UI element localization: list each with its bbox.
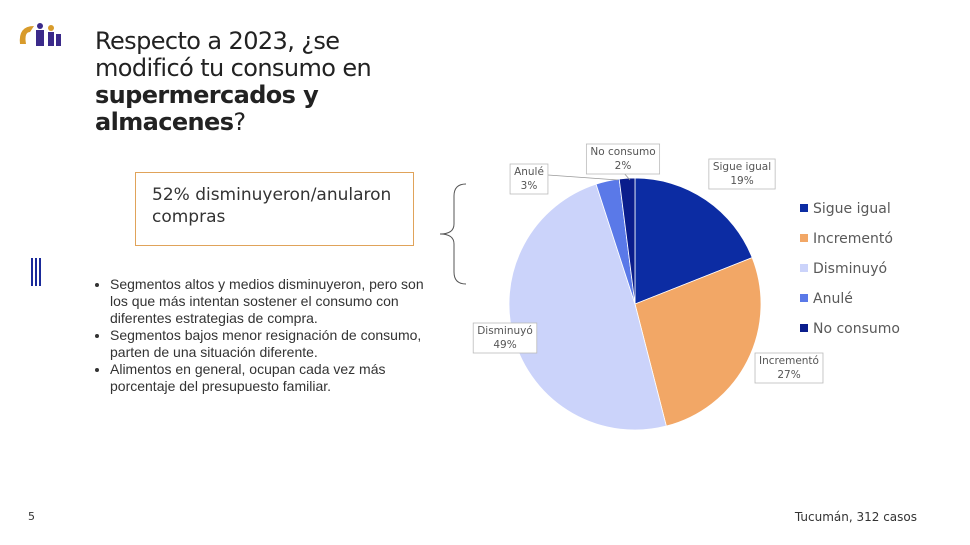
label-box (509, 163, 549, 195)
title-bold: supermercados y almacenes (95, 81, 319, 136)
title: Respecto a 2023, ¿se modificó tu consumo… (95, 28, 425, 136)
title-suffix: ? (233, 108, 246, 136)
label-value: 2% (615, 160, 632, 172)
label-box (585, 143, 661, 175)
label-value: 19% (730, 175, 753, 187)
legend-label: Disminuyó (813, 261, 887, 277)
data-label: Sigue igual 19% (708, 158, 776, 190)
legend-swatch (800, 294, 808, 302)
label-box (708, 158, 776, 190)
legend-swatch (800, 264, 808, 272)
label-category: Incrementó (759, 355, 819, 367)
data-label: Anulé 3% (509, 163, 619, 195)
bullet: Segmentos altos y medios disminuyeron, p… (110, 276, 430, 327)
label-box (472, 322, 538, 354)
legend-label: Anulé (813, 291, 853, 307)
bullet: Segmentos bajos menor resignación de con… (110, 327, 430, 361)
legend-swatch (800, 324, 808, 332)
logo (16, 22, 64, 48)
data-label: Incrementó 27% (754, 352, 824, 384)
legend-label: No consumo (813, 321, 900, 337)
legend-swatch (800, 204, 808, 212)
data-label: Disminuyó 49% (472, 322, 538, 354)
callout: 52% disminuyeron/anularon compras (135, 172, 414, 246)
pie-slice (634, 257, 762, 427)
brace (439, 183, 467, 285)
legend-label: Incrementó (813, 231, 893, 247)
label-box (754, 352, 824, 384)
leader-line (547, 174, 619, 181)
pie-slice (634, 177, 753, 305)
legend-swatch (800, 234, 808, 242)
bullet: Alimentos en general, ocupan cada vez má… (110, 361, 430, 395)
footnote: Tucumán, 312 casos (794, 510, 917, 524)
label-category: Disminuyó (477, 325, 533, 337)
bars-icon (31, 258, 41, 286)
label-category: No consumo (590, 146, 655, 158)
label-value: 49% (493, 339, 516, 351)
legend-label: Sigue igual (813, 201, 891, 217)
label-category: Anulé (514, 166, 544, 178)
label-value: 27% (777, 369, 800, 381)
page-number: 5 (28, 510, 35, 523)
pie-slice (618, 177, 636, 305)
bullet-list: Segmentos altos y medios disminuyeron, p… (90, 276, 430, 395)
title-text: Respecto a 2023, ¿se modificó tu consumo… (95, 27, 372, 82)
label-value: 3% (521, 180, 538, 192)
data-label: No consumo 2% (585, 143, 661, 181)
label-category: Sigue igual (713, 161, 771, 173)
